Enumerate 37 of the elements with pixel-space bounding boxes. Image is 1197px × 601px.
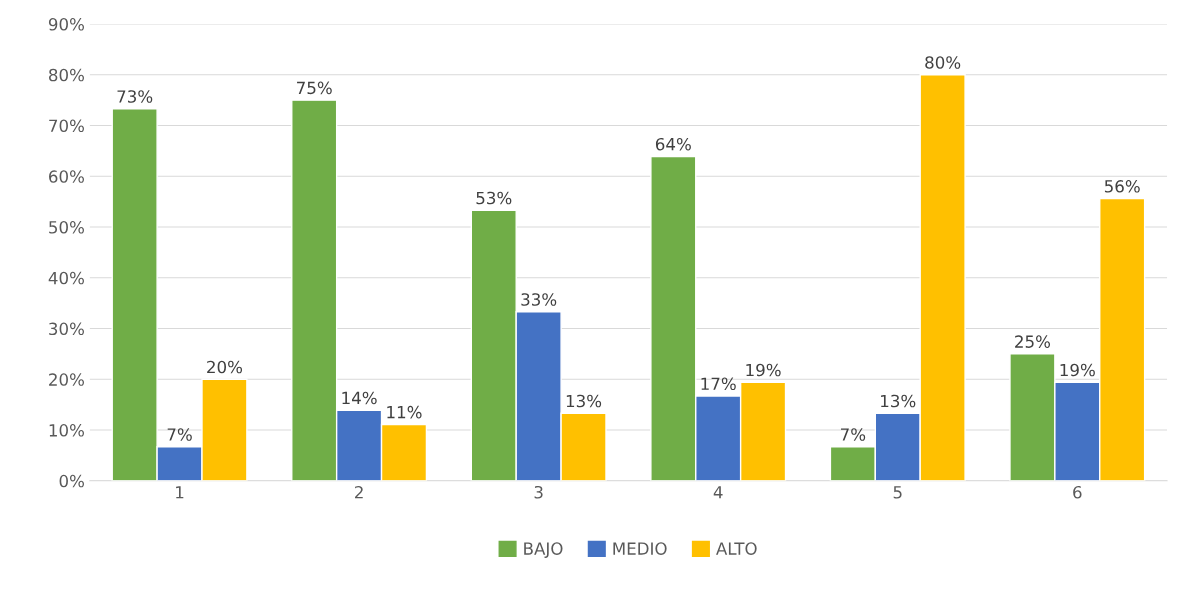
x-tick-label: 2 xyxy=(355,485,363,499)
legend-label: BAJO xyxy=(524,542,563,558)
y-tick-label: 60% xyxy=(49,170,84,183)
data-label: 20% xyxy=(207,360,243,374)
data-label: 7% xyxy=(167,428,192,441)
x-tick-label: 3 xyxy=(534,485,543,499)
data-label: 13% xyxy=(566,394,602,408)
y-tick-label: 10% xyxy=(49,424,84,437)
x-tick-label: 4 xyxy=(713,486,723,499)
x-tick-label: 6 xyxy=(1073,485,1082,499)
data-label: 7% xyxy=(841,428,866,441)
y-tick-label: 30% xyxy=(49,322,84,336)
data-label: 17% xyxy=(701,377,736,391)
x-tick-label: 5 xyxy=(893,486,902,499)
legend-label: MEDIO xyxy=(613,542,667,555)
data-label: 25% xyxy=(1015,335,1051,348)
y-tick-label: 80% xyxy=(49,68,84,82)
y-tick-label: 20% xyxy=(49,373,84,386)
data-label: 75% xyxy=(297,81,332,95)
y-tick-label: 40% xyxy=(48,271,84,285)
y-tick-label: 70% xyxy=(49,119,84,133)
data-label: 73% xyxy=(117,90,153,103)
data-label: 11% xyxy=(387,405,422,419)
data-label: 33% xyxy=(521,293,557,306)
data-label: 13% xyxy=(881,394,916,408)
data-label: 53% xyxy=(476,191,512,205)
data-label: 80% xyxy=(925,56,961,69)
y-tick-label: 50% xyxy=(49,221,84,234)
y-tick-label: 90% xyxy=(48,18,84,31)
data-label: 56% xyxy=(1104,180,1140,193)
data-label: 19% xyxy=(1060,363,1095,377)
data-label: 64% xyxy=(655,137,691,151)
legend-label: ALTO xyxy=(716,542,757,555)
data-label: 14% xyxy=(342,391,377,405)
y-tick-label: 0% xyxy=(59,474,84,488)
x-tick-label: 1 xyxy=(176,486,184,499)
data-label: 19% xyxy=(746,363,781,377)
